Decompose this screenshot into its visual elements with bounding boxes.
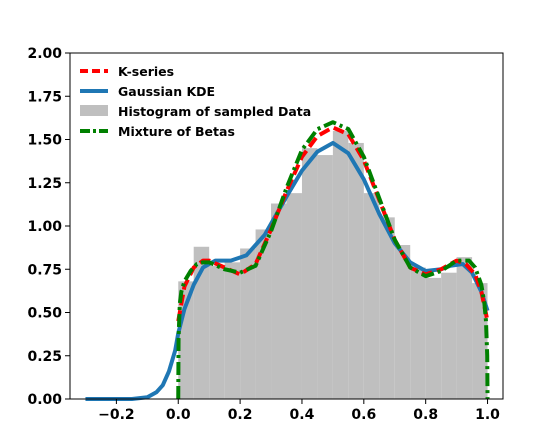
x-tick-label: 0.6 bbox=[351, 407, 376, 423]
legend-label-mixture-of-betas: Mixture of Betas bbox=[118, 124, 235, 139]
histogram-bar bbox=[301, 148, 318, 399]
histogram-bar bbox=[332, 130, 349, 399]
legend: K-series Gaussian KDE Histogram of sampled… bbox=[80, 64, 311, 139]
x-axis-ticks: −0.2 0.0 0.2 0.4 0.6 0.8 1.0 bbox=[98, 399, 500, 423]
x-tick-label: 0.8 bbox=[413, 407, 438, 423]
y-axis-ticks: 0.00 0.25 0.50 0.75 1.00 1.25 1.50 1.75 2.00 bbox=[27, 46, 70, 408]
y-tick-label: 1.00 bbox=[27, 219, 62, 235]
x-tick-label: 0.4 bbox=[290, 407, 315, 423]
legend-label-k-series: K-series bbox=[118, 64, 174, 79]
histogram-bar bbox=[379, 217, 395, 399]
histogram-bar bbox=[410, 267, 426, 399]
histogram-bar bbox=[425, 277, 442, 399]
y-tick-label: 1.75 bbox=[27, 89, 62, 105]
histogram-bar bbox=[394, 245, 411, 399]
y-tick-label: 0.50 bbox=[27, 306, 62, 322]
histogram-bar bbox=[286, 193, 302, 399]
x-tick-label: 0.2 bbox=[228, 407, 253, 423]
histogram-bar bbox=[363, 193, 380, 399]
legend-label-histogram-of-sampled-data: Histogram of sampled Data bbox=[118, 104, 311, 119]
histogram-bar bbox=[456, 257, 473, 399]
histogram-bar bbox=[271, 203, 287, 399]
x-tick-label: 1.0 bbox=[475, 407, 500, 423]
y-tick-label: 0.25 bbox=[27, 349, 62, 365]
x-tick-label: 0.0 bbox=[166, 407, 191, 423]
series-line-mixture-of-betas bbox=[176, 120, 490, 400]
histogram-bar bbox=[255, 229, 272, 399]
series-lines bbox=[85, 120, 490, 401]
histogram-bar bbox=[209, 265, 225, 399]
y-tick-label: 2.00 bbox=[27, 46, 62, 62]
y-tick-label: 0.00 bbox=[27, 392, 62, 408]
histogram-bar bbox=[441, 272, 457, 399]
histogram-bar bbox=[224, 262, 241, 399]
legend-label-gaussian-kde: Gaussian KDE bbox=[118, 84, 215, 99]
histogram-bar bbox=[317, 155, 333, 399]
legend-swatch-histogram-of-sampled-data bbox=[80, 105, 108, 116]
histogram-bars bbox=[178, 130, 488, 399]
histogram-bar bbox=[348, 142, 364, 399]
histogram-bar bbox=[193, 246, 210, 399]
histogram-bar bbox=[240, 248, 256, 399]
y-tick-label: 1.25 bbox=[27, 176, 62, 192]
y-tick-label: 1.50 bbox=[27, 133, 62, 149]
y-tick-label: 0.75 bbox=[27, 262, 62, 278]
x-tick-label: −0.2 bbox=[98, 407, 135, 423]
